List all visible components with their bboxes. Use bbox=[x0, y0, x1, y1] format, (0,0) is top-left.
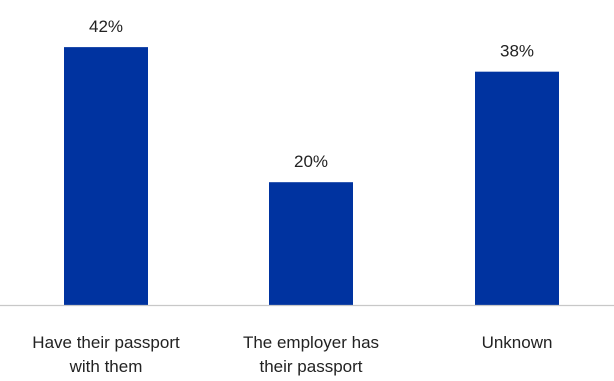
labels-group: 42% Have their passport with them 20% The em… bbox=[32, 17, 552, 376]
bars-group bbox=[64, 47, 559, 306]
category-label-0: Have their passport with them bbox=[32, 333, 180, 376]
category-label-2-line-0: Unknown bbox=[482, 333, 553, 352]
bar-2 bbox=[475, 71, 559, 306]
category-label-1: The employer has their passport bbox=[243, 333, 379, 376]
category-label-1-line-1: their passport bbox=[260, 357, 363, 376]
category-label-0-line-1: with them bbox=[69, 357, 143, 376]
bar-1 bbox=[269, 182, 353, 305]
category-label-0-line-0: Have their passport bbox=[32, 333, 180, 352]
bar-0 bbox=[64, 47, 148, 306]
value-label-1: 20% bbox=[294, 152, 328, 171]
category-label-2: Unknown bbox=[482, 333, 553, 352]
value-label-2: 38% bbox=[500, 42, 534, 61]
value-label-0: 42% bbox=[89, 17, 123, 36]
category-label-1-line-0: The employer has bbox=[243, 333, 379, 352]
